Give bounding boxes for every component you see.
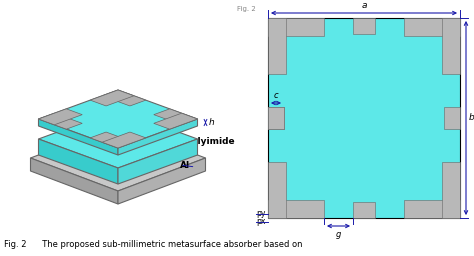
Bar bbox=[442, 162, 460, 218]
Polygon shape bbox=[118, 119, 198, 155]
Polygon shape bbox=[38, 109, 82, 125]
Polygon shape bbox=[30, 125, 206, 191]
Polygon shape bbox=[118, 158, 206, 204]
Polygon shape bbox=[154, 109, 198, 125]
Text: py: py bbox=[256, 209, 266, 219]
Polygon shape bbox=[38, 139, 118, 184]
Bar bbox=[404, 18, 460, 36]
Polygon shape bbox=[154, 113, 198, 129]
Bar bbox=[353, 18, 375, 34]
Bar bbox=[442, 18, 460, 74]
Text: Al: Al bbox=[180, 161, 190, 169]
Text: b: b bbox=[469, 113, 474, 123]
Bar bbox=[268, 200, 324, 218]
Text: c: c bbox=[273, 91, 278, 100]
Bar bbox=[268, 107, 284, 129]
Text: Fig. 2      The proposed sub-millimetric metasurface absorber based on: Fig. 2 The proposed sub-millimetric meta… bbox=[4, 240, 302, 249]
Bar bbox=[268, 18, 324, 36]
Text: h: h bbox=[209, 118, 214, 127]
Polygon shape bbox=[90, 90, 134, 106]
Text: g: g bbox=[335, 230, 341, 239]
Polygon shape bbox=[38, 90, 198, 148]
Bar bbox=[404, 200, 460, 218]
Bar bbox=[268, 162, 286, 218]
Bar bbox=[268, 107, 284, 129]
Polygon shape bbox=[30, 158, 118, 204]
Text: px: px bbox=[256, 218, 266, 227]
Polygon shape bbox=[102, 90, 146, 106]
Text: a: a bbox=[361, 1, 367, 10]
Polygon shape bbox=[38, 113, 82, 129]
Bar bbox=[353, 202, 375, 218]
Text: polyimide: polyimide bbox=[185, 136, 235, 145]
Polygon shape bbox=[118, 139, 198, 184]
Bar bbox=[268, 18, 460, 218]
Bar bbox=[268, 18, 286, 74]
Polygon shape bbox=[38, 119, 118, 155]
Bar bbox=[444, 107, 460, 129]
Polygon shape bbox=[90, 132, 134, 148]
Text: Fig. 2: Fig. 2 bbox=[237, 6, 256, 12]
Polygon shape bbox=[38, 110, 198, 168]
Polygon shape bbox=[102, 132, 146, 148]
